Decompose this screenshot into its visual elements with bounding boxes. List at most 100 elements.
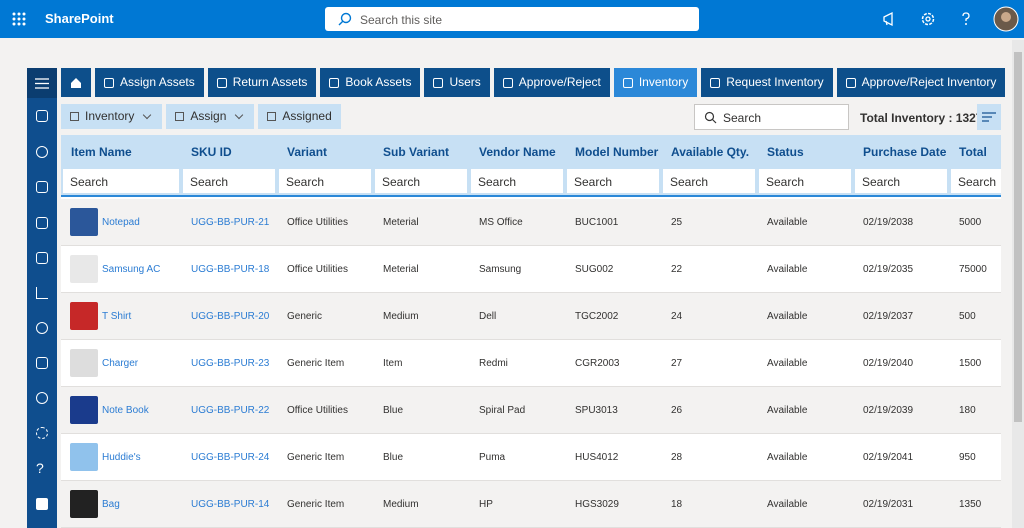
table-cell[interactable]: UGG-BB-PUR-20	[191, 311, 270, 322]
nav-icon[interactable]: ?	[36, 460, 44, 476]
table-cell[interactable]: T Shirt	[102, 311, 132, 322]
help-icon[interactable]	[958, 11, 974, 27]
nav-tab[interactable]: Inventory	[613, 68, 698, 97]
table-cell: Item	[383, 358, 403, 369]
table-cell[interactable]: UGG-BB-PUR-14	[191, 499, 270, 510]
tab-icon	[433, 77, 444, 88]
table-cell: 180	[959, 405, 976, 416]
tab-icon	[216, 77, 227, 88]
table-row[interactable]: Bag UGG-BB-PUR-14 Generic Item Medium HP HGS3…	[61, 481, 1001, 528]
megaphone-icon[interactable]	[882, 11, 898, 27]
column-filter[interactable]: Search	[471, 169, 563, 193]
table-cell: 950	[959, 452, 976, 463]
column-header[interactable]: Status	[767, 145, 804, 159]
nav-icon[interactable]	[36, 392, 48, 404]
scroll-thumb[interactable]	[1014, 52, 1022, 422]
table-cell[interactable]: Samsung AC	[102, 264, 161, 275]
filter-placeholder: Search	[862, 175, 901, 189]
table-row[interactable]: Samsung AC UGG-BB-PUR-18 Office Utilities M…	[61, 246, 1001, 293]
column-header[interactable]: Item Name	[71, 145, 132, 159]
table-cell[interactable]: UGG-BB-PUR-23	[191, 358, 270, 369]
table-row[interactable]: Huddie's UGG-BB-PUR-24 Generic Item Blue Pum…	[61, 434, 1001, 481]
table-cell: 26	[671, 405, 683, 416]
table-cell: 02/19/2037	[863, 311, 914, 322]
filter-placeholder: Search	[574, 175, 613, 189]
table-cell[interactable]: UGG-BB-PUR-21	[191, 217, 270, 228]
nav-tab[interactable]: Book Assets	[320, 68, 421, 97]
table-row[interactable]: Charger UGG-BB-PUR-23 Generic Item Item Redm…	[61, 340, 1001, 387]
nav-tab[interactable]: Approve/Reject	[493, 68, 610, 97]
nav-icon[interactable]	[36, 146, 48, 158]
column-filter[interactable]: Search	[855, 169, 947, 193]
column-header[interactable]: Total	[959, 145, 987, 159]
table-cell[interactable]: UGG-BB-PUR-24	[191, 452, 270, 463]
table-cell[interactable]: UGG-BB-PUR-22	[191, 405, 270, 416]
nav-icon[interactable]	[36, 287, 48, 299]
nav-tab[interactable]: Return Assets	[207, 68, 317, 97]
site-search[interactable]: Search this site	[325, 7, 699, 31]
table-row[interactable]: Note Book UGG-BB-PUR-22 Office Utilities Bl…	[61, 387, 1001, 434]
column-header[interactable]: Purchase Date	[863, 145, 947, 159]
chevron	[143, 110, 152, 120]
column-header[interactable]: Available Qty.	[671, 145, 750, 159]
column-filter[interactable]: Search	[663, 169, 755, 193]
command-button[interactable]: Assigned	[258, 104, 341, 129]
nav-icon[interactable]	[36, 322, 48, 334]
table-cell[interactable]: Charger	[102, 358, 139, 369]
sidebar-toggle[interactable]	[27, 68, 57, 98]
avatar[interactable]	[993, 6, 1019, 32]
column-header[interactable]: Sub Variant	[383, 145, 450, 159]
column-header[interactable]: SKU ID	[191, 145, 232, 159]
inventory-search[interactable]: Search	[694, 104, 849, 130]
column-filter[interactable]: Search	[375, 169, 467, 193]
filter-placeholder: Search	[190, 175, 229, 189]
nav-icon[interactable]	[36, 427, 48, 439]
app-launcher[interactable]	[12, 12, 26, 26]
nav-icon[interactable]	[36, 110, 48, 122]
table-cell[interactable]: Notepad	[102, 217, 140, 228]
hamburger-icon	[35, 78, 49, 89]
tab-icon	[329, 77, 340, 88]
table-cell: Blue	[383, 405, 404, 416]
table-cell: 5000	[959, 217, 982, 228]
command-button[interactable]: Inventory	[61, 104, 163, 129]
nav-icon[interactable]	[36, 217, 48, 229]
nav-tab[interactable]: Users	[424, 68, 490, 97]
nav-icon[interactable]	[36, 252, 48, 264]
table-cell[interactable]: Bag	[102, 499, 120, 510]
nav-icon[interactable]	[36, 181, 48, 193]
table-cell[interactable]: UGG-BB-PUR-18	[191, 264, 270, 275]
tab-icon	[502, 77, 513, 88]
table-cell[interactable]: Huddie's	[102, 452, 141, 463]
table-row[interactable]: T Shirt UGG-BB-PUR-20 Generic Medium Dell TGC…	[61, 293, 1001, 340]
column-filter[interactable]: Search	[759, 169, 851, 193]
item-thumbnail	[70, 349, 98, 377]
table-cell: Generic Item	[287, 452, 345, 463]
scrollbar[interactable]	[1012, 40, 1024, 528]
table-cell[interactable]: Note Book	[102, 405, 149, 416]
search-placeholder: Search this site	[360, 13, 443, 27]
table-row[interactable]: Notepad UGG-BB-PUR-21 Office Utilities Mete…	[61, 199, 1001, 246]
header-row: Item Name SKU ID Variant Sub Variant Vendor …	[61, 135, 1001, 166]
nav-icon[interactable]	[36, 357, 48, 369]
column-filter[interactable]: Search	[63, 169, 179, 193]
column-filter[interactable]: Search	[951, 169, 1001, 193]
column-header[interactable]: Variant	[287, 145, 328, 159]
column-filter[interactable]: Search	[279, 169, 371, 193]
nav-tab[interactable]: Approve/Reject Inventory	[836, 68, 1006, 97]
search-placeholder: Search	[723, 111, 762, 125]
nav-icon[interactable]	[36, 498, 48, 510]
column-filter[interactable]: Search	[567, 169, 659, 193]
settings-icon[interactable]	[920, 11, 936, 27]
table-cell: 1500	[959, 358, 982, 369]
column-header[interactable]: Vendor Name	[479, 145, 556, 159]
brand[interactable]: SharePoint	[45, 11, 114, 26]
menu-button[interactable]	[977, 104, 1001, 130]
column-header[interactable]: Model Number	[575, 145, 659, 159]
home-tab[interactable]	[61, 68, 91, 97]
nav-tab[interactable]: Assign Assets	[95, 68, 204, 97]
command-icon	[267, 112, 277, 121]
column-filter[interactable]: Search	[183, 169, 275, 193]
nav-tab[interactable]: Request Inventory	[701, 68, 833, 97]
command-button[interactable]: Assign	[166, 104, 255, 129]
